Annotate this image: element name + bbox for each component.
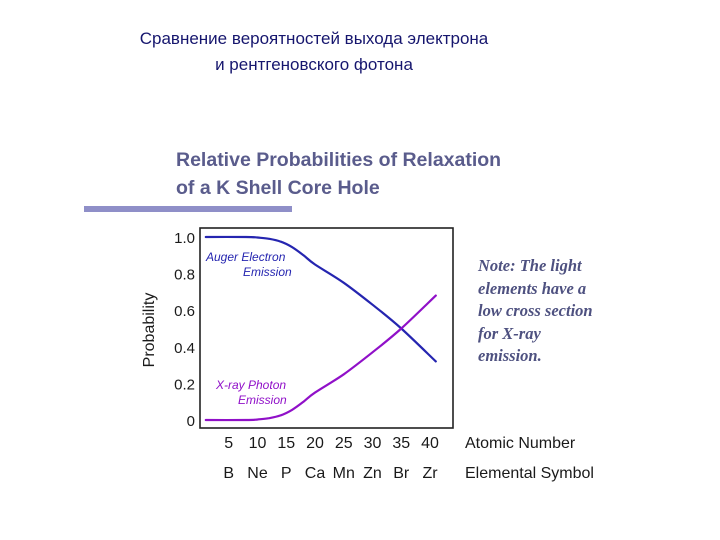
y-tick-label: 0	[187, 413, 195, 430]
chart-title-line-1: Relative Probabilities of Relaxation	[176, 149, 502, 171]
y-axis-label: Probability	[141, 293, 158, 368]
y-tick-label: 0.4	[174, 340, 195, 357]
note-line-2: elements have a	[478, 278, 587, 298]
auger-electron-line	[204, 235, 437, 363]
x-tick-label: 35	[392, 435, 410, 452]
x-tick-label: 15	[277, 435, 295, 452]
element-symbol-label: Zr	[422, 465, 438, 482]
xray-photon-label: X-ray Photon	[215, 378, 286, 392]
y-tick-label: 0.2	[174, 376, 195, 393]
y-tick-label: 1.0	[174, 230, 195, 247]
series-lines	[204, 235, 437, 422]
x-axis-label: Atomic Number	[465, 435, 576, 452]
note-line-3: low cross section	[478, 301, 593, 320]
x-tick-label: 20	[306, 435, 324, 452]
chart-title-line-2: of a K Shell Core Hole	[176, 177, 380, 199]
x-tick-label: 5	[224, 435, 233, 452]
x-tick-label: 10	[249, 435, 267, 452]
xray-photon-label: Emission	[238, 393, 287, 407]
x-tick-labels: 5 10 15 20 25 30 35 40	[224, 435, 439, 452]
slide-heading-line-2: и рентгеновского фотона	[215, 55, 413, 74]
note-line-5: emission.	[478, 346, 542, 365]
x-axis-label-secondary: Elemental Symbol	[465, 465, 594, 482]
auger-electron-label: Emission	[243, 265, 292, 279]
xray-photon-line	[204, 294, 437, 422]
y-tick-label: 0.8	[174, 267, 195, 284]
x-tick-label: 30	[364, 435, 382, 452]
note-line-4: for X-ray	[478, 323, 541, 343]
element-symbol-label: Mn	[333, 465, 355, 482]
element-symbol-label: Zn	[363, 465, 382, 482]
element-symbol-label: P	[281, 465, 292, 482]
chart-title: Relative Probabilities of Relaxation of …	[176, 146, 501, 202]
element-symbol-label: Ca	[305, 465, 326, 482]
element-symbol-label: B	[223, 465, 234, 482]
x-tick-label: 25	[335, 435, 353, 452]
title-underline	[84, 206, 292, 212]
y-tick-label: 0.6	[174, 303, 195, 320]
note-line-1: Note: The light	[478, 256, 582, 275]
x-tick-label: 40	[421, 435, 439, 452]
element-symbol-labels: B Ne P Ca Mn Zn Br Zr	[223, 465, 438, 482]
slide-heading-line-1: Сравнение вероятностей выхода электрона	[139, 29, 489, 48]
element-symbol-label: Br	[393, 465, 410, 482]
slide-heading: Сравнение вероятностей выхода электрона …	[84, 26, 544, 78]
auger-electron-label: Auger Electron	[205, 250, 286, 264]
element-symbol-label: Ne	[247, 465, 268, 482]
plot-frame	[199, 227, 454, 429]
note-text: Note: The light elements have a low cros…	[478, 255, 638, 368]
y-tick-labels: 1.0 0.8 0.6 0.4 0.2 0	[174, 230, 195, 430]
